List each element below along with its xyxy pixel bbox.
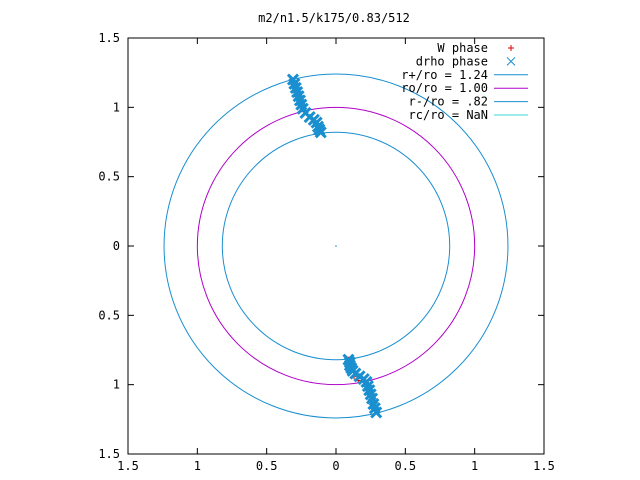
x-tick-label-3: 0 [332,459,339,473]
y-tick-label-4: 0.5 [98,308,120,322]
series-1 [286,73,383,419]
legend-entry-3: ro/ro = 1.00 [401,81,528,95]
legend-entry-1: drho phase [416,54,516,68]
x-tick-label-5: 1 [471,459,478,473]
legend-entry-2: r+/ro = 1.24 [401,68,528,82]
legend-swatch-1 [506,57,516,66]
y-tick-label-5: 1 [113,378,120,392]
series-1-point-30 [370,406,383,419]
legend-label-0: W phase [437,41,488,55]
y-tick-label-0: 1.5 [98,31,120,45]
x-axis-ticks: 1.5 1 0.5 0 0.5 1 1.5 [117,38,555,473]
chart-title: m2/n1.5/k175/0.83/512 [258,11,410,25]
circle-0 [163,73,509,419]
legend-label-2: r+/ro = 1.24 [401,68,488,82]
y-axis-ticks: 1.5 1 0.5 0 0.5 1 1.5 [98,31,544,461]
legend-entry-0: W phase [437,41,514,55]
circle-1 [196,106,476,386]
legend-entry-5: rc/ro = NaN [409,108,528,122]
phase-points [286,73,383,419]
y-tick-label-2: 0.5 [98,170,120,184]
origin-marker [335,245,337,247]
radius-circles [163,73,509,419]
series-1-point-14 [314,126,327,139]
x-tick-label-6: 1.5 [533,459,555,473]
legend-label-4: r-/ro = .82 [409,95,488,109]
legend-entry-4: r-/ro = .82 [409,95,528,109]
x-tick-label-1: 1 [194,459,201,473]
y-tick-label-6: 1.5 [98,447,120,461]
y-tick-label-1: 1 [113,100,120,114]
x-tick-label-2: 0.5 [256,459,278,473]
legend-label-3: ro/ro = 1.00 [401,81,488,95]
circle-2 [221,131,451,361]
legend-label-1: drho phase [416,54,488,68]
x-tick-label-4: 0.5 [394,459,416,473]
x-tick-label-0: 1.5 [117,459,139,473]
legend-label-5: rc/ro = NaN [409,108,488,122]
legend-swatch-0 [508,45,514,51]
y-tick-label-3: 0 [113,239,120,253]
